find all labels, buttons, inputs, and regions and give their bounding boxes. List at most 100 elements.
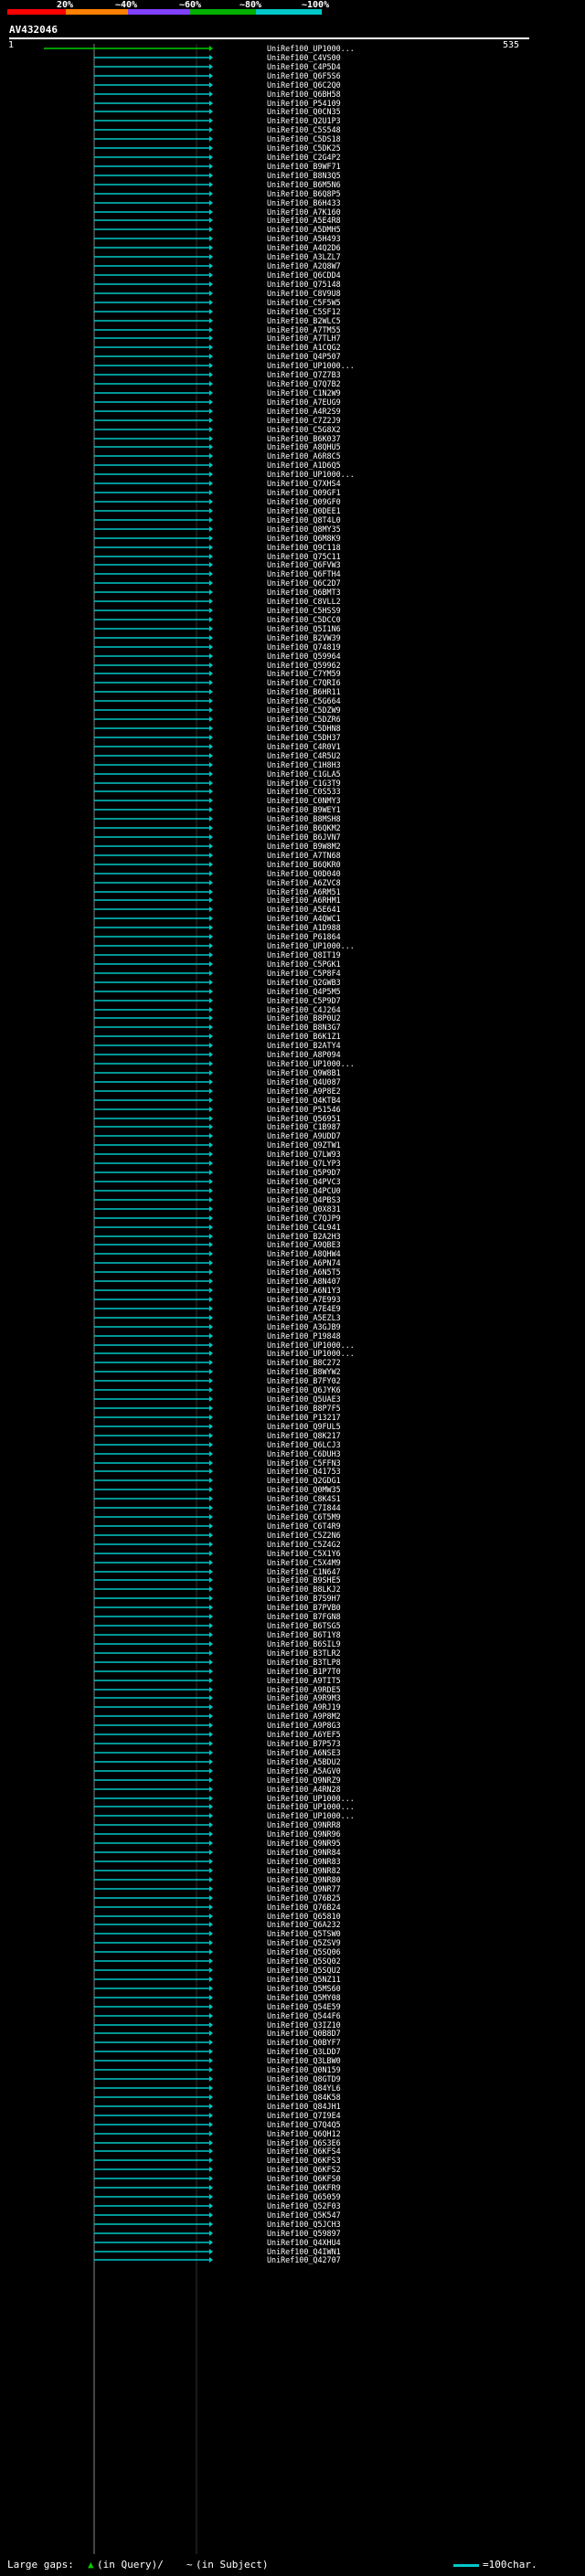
- hit-label[interactable]: UniRef100_A8QHW4: [267, 1249, 341, 1258]
- hit-row[interactable]: UniRef100_B6M5N6: [94, 180, 341, 189]
- hit-label[interactable]: UniRef100_B7FGN8: [267, 1612, 341, 1621]
- hit-label[interactable]: UniRef100_Q9ZTW1: [267, 1140, 341, 1150]
- hit-row[interactable]: UniRef100_B6JVN7: [94, 832, 341, 842]
- hit-label[interactable]: UniRef100_Q4IWN1: [267, 2247, 341, 2256]
- hit-label[interactable]: UniRef100_C1H8H3: [267, 760, 341, 769]
- hit-row[interactable]: UniRef100_C5F5W5: [94, 298, 341, 307]
- hit-row[interactable]: UniRef100_Q56951: [94, 1114, 341, 1123]
- hit-label[interactable]: UniRef100_Q6C2D7: [267, 578, 341, 588]
- hit-row[interactable]: UniRef100_Q0B8D7: [94, 2029, 341, 2038]
- hit-row[interactable]: UniRef100_C7QRI6: [94, 678, 341, 687]
- hit-row[interactable]: UniRef100_A4RN28: [94, 1785, 341, 1794]
- hit-label[interactable]: UniRef100_C1B987: [267, 1122, 341, 1131]
- hit-label[interactable]: UniRef100_Q3LDD7: [267, 2047, 341, 2056]
- hit-label[interactable]: UniRef100_Q0MW35: [267, 1485, 341, 1494]
- hit-row[interactable]: UniRef100_A6RHM1: [94, 896, 341, 905]
- hit-row[interactable]: UniRef100_A7TN68: [94, 851, 341, 860]
- hit-label[interactable]: UniRef100_C7QRI6: [267, 678, 341, 687]
- hit-label[interactable]: UniRef100_A7TM55: [267, 325, 341, 334]
- hit-row[interactable]: UniRef100_Q6KFS2: [94, 2165, 341, 2174]
- hit-label[interactable]: UniRef100_C0S533: [267, 787, 341, 796]
- hit-row[interactable]: UniRef100_A7K160: [94, 207, 341, 217]
- hit-row[interactable]: UniRef100_C5DCC0: [94, 615, 341, 624]
- hit-label[interactable]: UniRef100_B6Q8P5: [267, 189, 341, 198]
- hit-label[interactable]: UniRef100_C5DZW9: [267, 705, 341, 715]
- hit-row[interactable]: UniRef100_C4L941: [94, 1223, 341, 1232]
- hit-row[interactable]: UniRef100_P54109: [94, 99, 341, 108]
- hit-row[interactable]: UniRef100_C5DZR6: [94, 715, 341, 724]
- hit-label[interactable]: UniRef100_A5EZL3: [267, 1313, 341, 1322]
- hit-label[interactable]: UniRef100_A6R8C5: [267, 451, 341, 461]
- hit-label[interactable]: UniRef100_UP1000...: [267, 1794, 355, 1803]
- hit-row[interactable]: UniRef100_Q52F03: [94, 2201, 341, 2210]
- hit-label[interactable]: UniRef100_C7Z2J9: [267, 416, 341, 425]
- hit-row[interactable]: UniRef100_C5FFN3: [94, 1458, 341, 1468]
- hit-label[interactable]: UniRef100_Q5UAE3: [267, 1394, 341, 1404]
- hit-label[interactable]: UniRef100_Q0D040: [267, 869, 341, 878]
- hit-row[interactable]: UniRef100_A2Q8W7: [94, 261, 341, 270]
- hit-label[interactable]: UniRef100_C1N2W9: [267, 388, 341, 398]
- hit-label[interactable]: UniRef100_A1CQG2: [267, 343, 341, 352]
- hit-label[interactable]: UniRef100_Q7I9E4: [267, 2111, 341, 2120]
- hit-row[interactable]: UniRef100_Q8T4L0: [94, 515, 341, 525]
- hit-label[interactable]: UniRef100_C5PGK1: [267, 959, 341, 969]
- hit-label[interactable]: UniRef100_Q5JCH3: [267, 2220, 341, 2229]
- hit-row[interactable]: UniRef100_Q6M8K9: [94, 534, 341, 543]
- hit-label[interactable]: UniRef100_Q75C11: [267, 552, 341, 561]
- hit-row[interactable]: UniRef100_A9P8G3: [94, 1721, 341, 1730]
- hit-row[interactable]: UniRef100_A7E4E9: [94, 1304, 341, 1313]
- hit-row[interactable]: UniRef100_A8P094: [94, 1050, 341, 1059]
- hit-label[interactable]: UniRef100_C4L941: [267, 1223, 341, 1232]
- hit-label[interactable]: UniRef100_Q9C118: [267, 543, 341, 552]
- hit-row[interactable]: UniRef100_C5DH37: [94, 733, 341, 742]
- hit-label[interactable]: UniRef100_B7FY02: [267, 1376, 341, 1385]
- hit-label[interactable]: UniRef100_A9RJ19: [267, 1702, 341, 1712]
- hit-row[interactable]: UniRef100_Q84K58: [94, 2093, 341, 2102]
- hit-label[interactable]: UniRef100_B6K1Z1: [267, 1032, 341, 1041]
- hit-label[interactable]: UniRef100_B8P7F5: [267, 1404, 341, 1413]
- hit-row[interactable]: UniRef100_B7FY02: [94, 1376, 341, 1385]
- hit-label[interactable]: UniRef100_C5X4M9: [267, 1558, 341, 1567]
- hit-row[interactable]: UniRef100_Q5UAE3: [94, 1394, 341, 1404]
- hit-label[interactable]: UniRef100_A9R9M3: [267, 1693, 341, 1702]
- hit-label[interactable]: UniRef100_A6N5T5: [267, 1267, 341, 1277]
- hit-label[interactable]: UniRef100_Q59897: [267, 2229, 341, 2238]
- hit-label[interactable]: UniRef100_Q0CN35: [267, 107, 341, 116]
- hit-label[interactable]: UniRef100_A6YEF5: [267, 1730, 341, 1739]
- hit-row[interactable]: UniRef100_Q9FUL5: [94, 1422, 341, 1431]
- hit-label[interactable]: UniRef100_Q6KFS0: [267, 2174, 341, 2183]
- hit-row[interactable]: UniRef100_A6PN74: [94, 1258, 341, 1267]
- hit-label[interactable]: UniRef100_A1D6Q5: [267, 461, 341, 470]
- hit-row[interactable]: UniRef100_Q6FTH4: [94, 569, 341, 578]
- hit-label[interactable]: UniRef100_C5S548: [267, 125, 341, 134]
- hit-label[interactable]: UniRef100_Q5ZSV9: [267, 1938, 341, 1947]
- hit-label[interactable]: UniRef100_Q5P9D7: [267, 1168, 341, 1177]
- hit-label[interactable]: UniRef100_UP1000...: [267, 470, 355, 479]
- hit-row[interactable]: UniRef100_B2WLC5: [94, 316, 341, 325]
- hit-row[interactable]: UniRef100_A5DMH5: [94, 225, 341, 234]
- hit-row[interactable]: UniRef100_C5PGK1: [94, 959, 341, 969]
- hit-row[interactable]: UniRef100_B6HR11: [94, 687, 341, 696]
- hit-label[interactable]: UniRef100_Q75148: [267, 280, 341, 289]
- hit-row[interactable]: UniRef100_Q75148: [94, 280, 341, 289]
- hit-row[interactable]: UniRef100_Q7LW93: [94, 1150, 341, 1159]
- hit-row[interactable]: UniRef100_Q59897: [94, 2229, 341, 2238]
- hit-row[interactable]: UniRef100_B8WYW2: [94, 1367, 341, 1376]
- hit-label[interactable]: UniRef100_C6T5M9: [267, 1512, 341, 1521]
- hit-row[interactable]: UniRef100_UP1000...: [94, 1794, 355, 1803]
- hit-row[interactable]: UniRef100_Q42707: [94, 2255, 341, 2264]
- hit-row[interactable]: UniRef100_Q6BH58: [94, 90, 341, 99]
- hit-label[interactable]: UniRef100_Q6QH12: [267, 2129, 341, 2138]
- hit-row[interactable]: UniRef100_UP1000...: [44, 44, 355, 53]
- hit-label[interactable]: UniRef100_Q52F03: [267, 2201, 341, 2210]
- hit-row[interactable]: UniRef100_B7FGN8: [94, 1612, 341, 1621]
- hit-row[interactable]: UniRef100_C0S533: [94, 787, 341, 796]
- hit-label[interactable]: UniRef100_Q6BH58: [267, 90, 341, 99]
- hit-label[interactable]: UniRef100_A9P8E2: [267, 1087, 341, 1096]
- hit-row[interactable]: UniRef100_B9WEY1: [94, 805, 341, 814]
- hit-row[interactable]: UniRef100_B8MSH8: [94, 814, 341, 823]
- hit-row[interactable]: UniRef100_A8QHU5: [94, 442, 341, 451]
- hit-label[interactable]: UniRef100_Q9NR77: [267, 1884, 341, 1893]
- hit-label[interactable]: UniRef100_A4R2S9: [267, 407, 341, 416]
- hit-row[interactable]: UniRef100_B8P0U2: [94, 1013, 341, 1023]
